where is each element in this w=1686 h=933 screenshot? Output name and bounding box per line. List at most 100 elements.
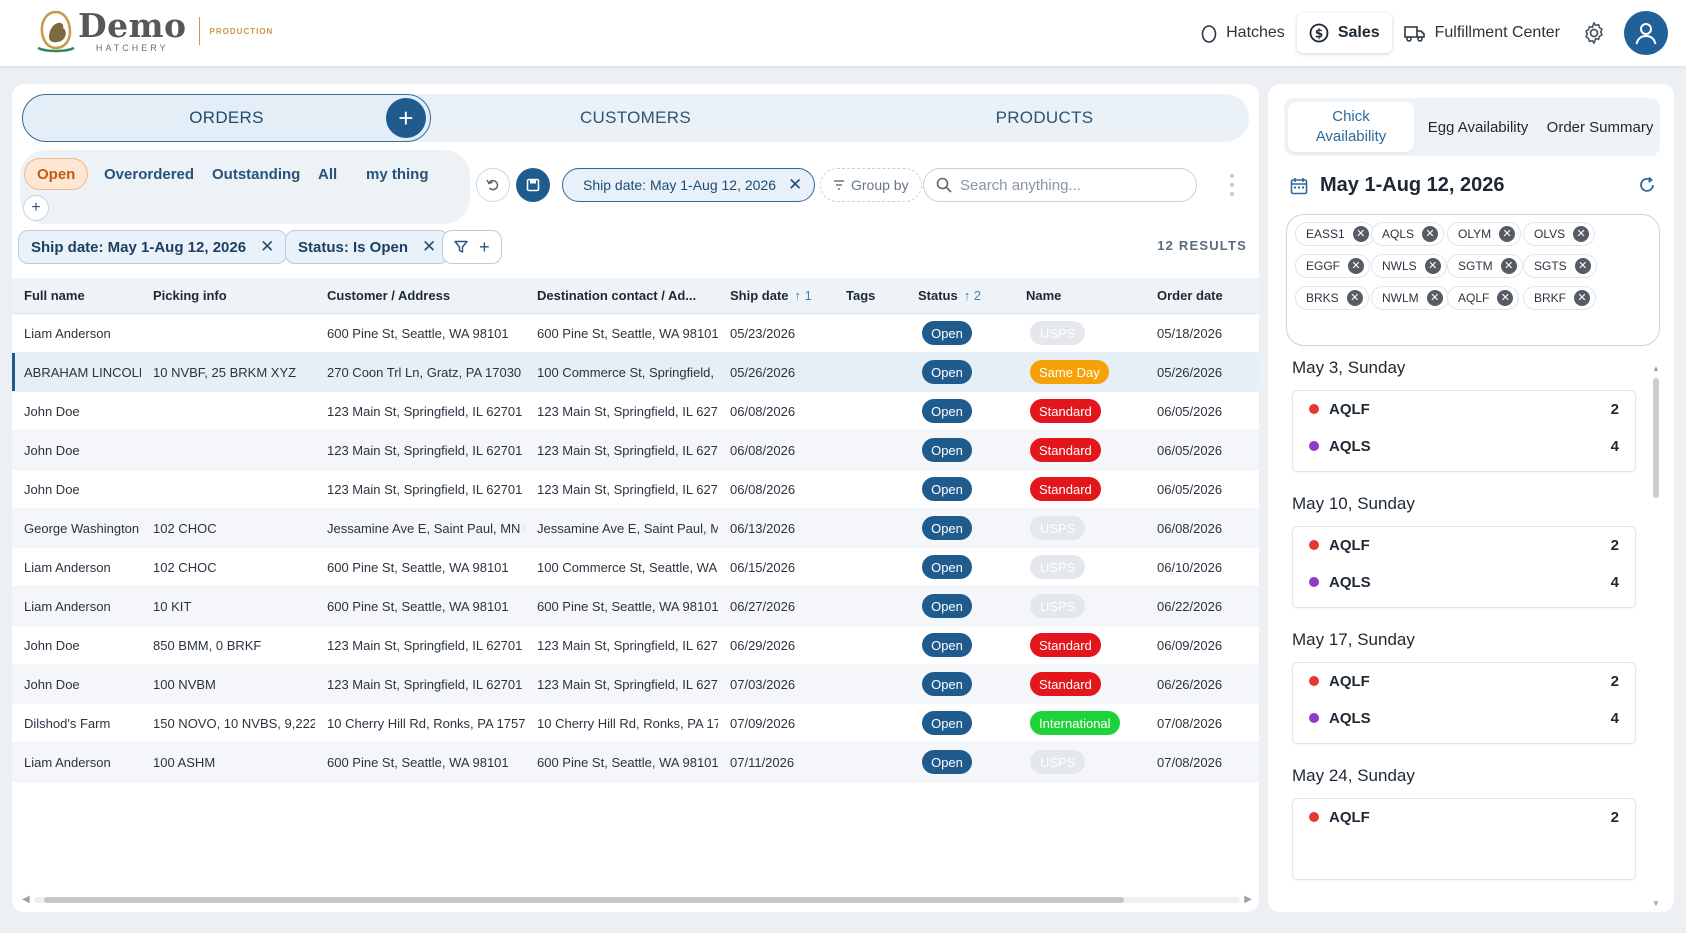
product-tag[interactable]: EGGF ✕ bbox=[1295, 254, 1371, 278]
view-overordered[interactable]: Overordered bbox=[104, 165, 195, 183]
status-badge[interactable]: Open bbox=[922, 633, 972, 657]
group-by-button[interactable]: Group by bbox=[820, 168, 922, 202]
status-badge[interactable]: Open bbox=[922, 477, 972, 501]
table-row[interactable]: Liam Anderson 600 Pine St, Seattle, WA 98… bbox=[12, 314, 1259, 353]
view-open[interactable]: Open bbox=[24, 158, 89, 190]
scroll-right-icon[interactable]: ▶ bbox=[1244, 894, 1252, 905]
horizontal-scrollbar[interactable]: ◀ ▶ bbox=[22, 894, 1252, 905]
col-destination-contact[interactable]: Destination contact / Ad... bbox=[537, 288, 697, 303]
scroll-left-icon[interactable]: ◀ bbox=[22, 894, 30, 905]
nav-fulfillment-center[interactable]: Fulfillment Center bbox=[1392, 13, 1572, 53]
availability-day-card[interactable]: AQLF 2 bbox=[1292, 798, 1636, 880]
table-row[interactable]: Liam Anderson 100 ASHM 600 Pine St, Seattl… bbox=[12, 743, 1259, 782]
add-filter-button[interactable]: + bbox=[442, 230, 502, 264]
close-icon[interactable]: ✕ bbox=[1497, 290, 1514, 306]
close-icon[interactable]: ✕ bbox=[1348, 258, 1365, 274]
table-row[interactable]: George Washington 102 CHOC Jessamine Ave E… bbox=[12, 509, 1259, 548]
tab-egg-availability[interactable]: Egg Availability bbox=[1427, 118, 1529, 136]
product-tag-filter[interactable]: EASS1 ✕ AQLS ✕ OLYM ✕ OLVS ✕ EGGF ✕ NWLS ✕ SGTM ✕ SGTS… bbox=[1286, 214, 1660, 346]
availability-day-card[interactable]: AQLF 2 AQLS 4 bbox=[1292, 662, 1636, 744]
status-badge[interactable]: Open bbox=[922, 672, 972, 696]
vertical-scrollbar[interactable]: ▲ ▼ bbox=[1652, 364, 1660, 908]
close-icon[interactable]: ✕ bbox=[1424, 258, 1441, 274]
col-name[interactable]: Name bbox=[1026, 288, 1062, 303]
status-badge[interactable]: Open bbox=[922, 594, 972, 618]
col-full-name[interactable]: Full name bbox=[24, 288, 85, 303]
close-icon[interactable]: ✕ bbox=[1574, 290, 1591, 306]
table-row[interactable]: John Doe 123 Main St, Springfield, IL 627… bbox=[12, 431, 1259, 470]
product-tag[interactable]: NWLM ✕ bbox=[1371, 286, 1449, 310]
close-icon[interactable]: ✕ bbox=[1346, 290, 1363, 306]
product-tag[interactable]: EASS1 ✕ bbox=[1295, 222, 1375, 246]
col-picking-info[interactable]: Picking info bbox=[153, 288, 227, 303]
product-tag[interactable]: BRKS ✕ bbox=[1295, 286, 1369, 310]
table-row[interactable]: Dilshod's Farm 150 NOVO, 10 NVBS, 9,222 10… bbox=[12, 704, 1259, 743]
status-badge[interactable]: Open bbox=[922, 360, 972, 384]
table-row[interactable]: John Doe 123 Main St, Springfield, IL 627… bbox=[12, 392, 1259, 431]
status-badge[interactable]: Open bbox=[922, 516, 972, 540]
tab-chick-availability[interactable]: Chick Availability bbox=[1288, 102, 1414, 152]
settings-button[interactable] bbox=[1572, 13, 1616, 53]
brand-logo[interactable]: Demo HATCHERY PRODUCTION bbox=[36, 8, 273, 54]
scroll-down-icon[interactable]: ▼ bbox=[1652, 899, 1660, 908]
availability-day-card[interactable]: AQLF 2 AQLS 4 bbox=[1292, 390, 1636, 472]
col-order-date[interactable]: Order date bbox=[1157, 288, 1223, 303]
status-badge[interactable]: Open bbox=[922, 555, 972, 579]
reset-view-button[interactable] bbox=[476, 168, 510, 202]
scroll-thumb[interactable] bbox=[44, 897, 1124, 903]
close-icon[interactable]: ✕ bbox=[422, 237, 437, 256]
close-icon[interactable]: ✕ bbox=[1574, 258, 1591, 274]
availability-day-card[interactable]: AQLF 2 AQLS 4 bbox=[1292, 526, 1636, 608]
view-all[interactable]: All bbox=[318, 165, 338, 183]
table-row[interactable]: ABRAHAM LINCOLN 10 NVBF, 25 BRKM XYZ 270 C… bbox=[12, 353, 1259, 392]
close-icon[interactable]: ✕ bbox=[1426, 290, 1443, 306]
close-icon[interactable]: ✕ bbox=[1500, 258, 1517, 274]
status-badge[interactable]: Open bbox=[922, 399, 972, 423]
product-tag[interactable]: AQLS ✕ bbox=[1371, 222, 1445, 246]
user-avatar[interactable] bbox=[1624, 11, 1668, 55]
status-badge[interactable]: Open bbox=[922, 438, 972, 462]
close-icon[interactable]: ✕ bbox=[1573, 226, 1590, 242]
scroll-thumb[interactable] bbox=[1653, 378, 1659, 498]
date-range[interactable]: May 1-Aug 12, 2026 bbox=[1290, 174, 1505, 197]
view-outstanding[interactable]: Outstanding bbox=[212, 165, 301, 183]
col-status[interactable]: Status ↑ 2 bbox=[906, 288, 1014, 303]
col-ship-date[interactable]: Ship date ↑ 1 bbox=[718, 288, 834, 303]
filter-chip-ship-date[interactable]: Ship date: May 1-Aug 12, 2026 ✕ bbox=[18, 230, 288, 264]
status-badge[interactable]: Open bbox=[922, 750, 972, 774]
table-row[interactable]: John Doe 123 Main St, Springfield, IL 627… bbox=[12, 470, 1259, 509]
scroll-up-icon[interactable]: ▲ bbox=[1652, 364, 1660, 373]
table-row[interactable]: John Doe 100 NVBM 123 Main St, Springfield… bbox=[12, 665, 1259, 704]
col-tags[interactable]: Tags bbox=[846, 288, 876, 303]
status-badge[interactable]: Open bbox=[922, 321, 972, 345]
product-tag[interactable]: SGTS ✕ bbox=[1523, 254, 1597, 278]
filter-chip-status[interactable]: Status: Is Open ✕ bbox=[285, 230, 450, 264]
table-row[interactable]: Liam Anderson 10 KIT 600 Pine St, Seattle,… bbox=[12, 587, 1259, 626]
add-view-button[interactable]: + bbox=[23, 195, 49, 221]
save-view-button[interactable] bbox=[516, 168, 550, 202]
more-vertical-icon[interactable] bbox=[1223, 174, 1241, 196]
search-input[interactable]: Search anything... bbox=[923, 168, 1197, 202]
product-tag[interactable]: OLYM ✕ bbox=[1447, 222, 1522, 246]
col-customer-address[interactable]: Customer / Address bbox=[327, 288, 451, 303]
tab-products[interactable]: PRODUCTS bbox=[840, 94, 1249, 142]
close-icon[interactable]: ✕ bbox=[1352, 226, 1369, 242]
product-tag[interactable]: OLVS ✕ bbox=[1523, 222, 1596, 246]
table-row[interactable]: Liam Anderson 102 CHOC 600 Pine St, Seattl… bbox=[12, 548, 1259, 587]
close-icon[interactable]: ✕ bbox=[788, 175, 803, 194]
view-my-thing[interactable]: my thing bbox=[366, 165, 429, 183]
tab-orders[interactable]: ORDERS + bbox=[22, 94, 431, 142]
close-icon[interactable]: ✕ bbox=[260, 237, 275, 256]
add-order-button[interactable]: + bbox=[386, 98, 426, 138]
ship-date-quick-filter[interactable]: Ship date: May 1-Aug 12, 2026 ✕ bbox=[562, 168, 816, 202]
refresh-button[interactable] bbox=[1638, 176, 1656, 199]
table-row[interactable]: John Doe 850 BMM, 0 BRKF 123 Main St, Spri… bbox=[12, 626, 1259, 665]
close-icon[interactable]: ✕ bbox=[1499, 226, 1516, 242]
nav-sales[interactable]: $ Sales bbox=[1296, 13, 1392, 53]
tab-order-summary[interactable]: Order Summary bbox=[1546, 118, 1654, 136]
status-badge[interactable]: Open bbox=[922, 711, 972, 735]
tab-customers[interactable]: CUSTOMERS bbox=[431, 94, 840, 142]
product-tag[interactable]: SGTM ✕ bbox=[1447, 254, 1523, 278]
product-tag[interactable]: BRKF ✕ bbox=[1523, 286, 1597, 310]
nav-hatches[interactable]: Hatches bbox=[1189, 13, 1297, 53]
